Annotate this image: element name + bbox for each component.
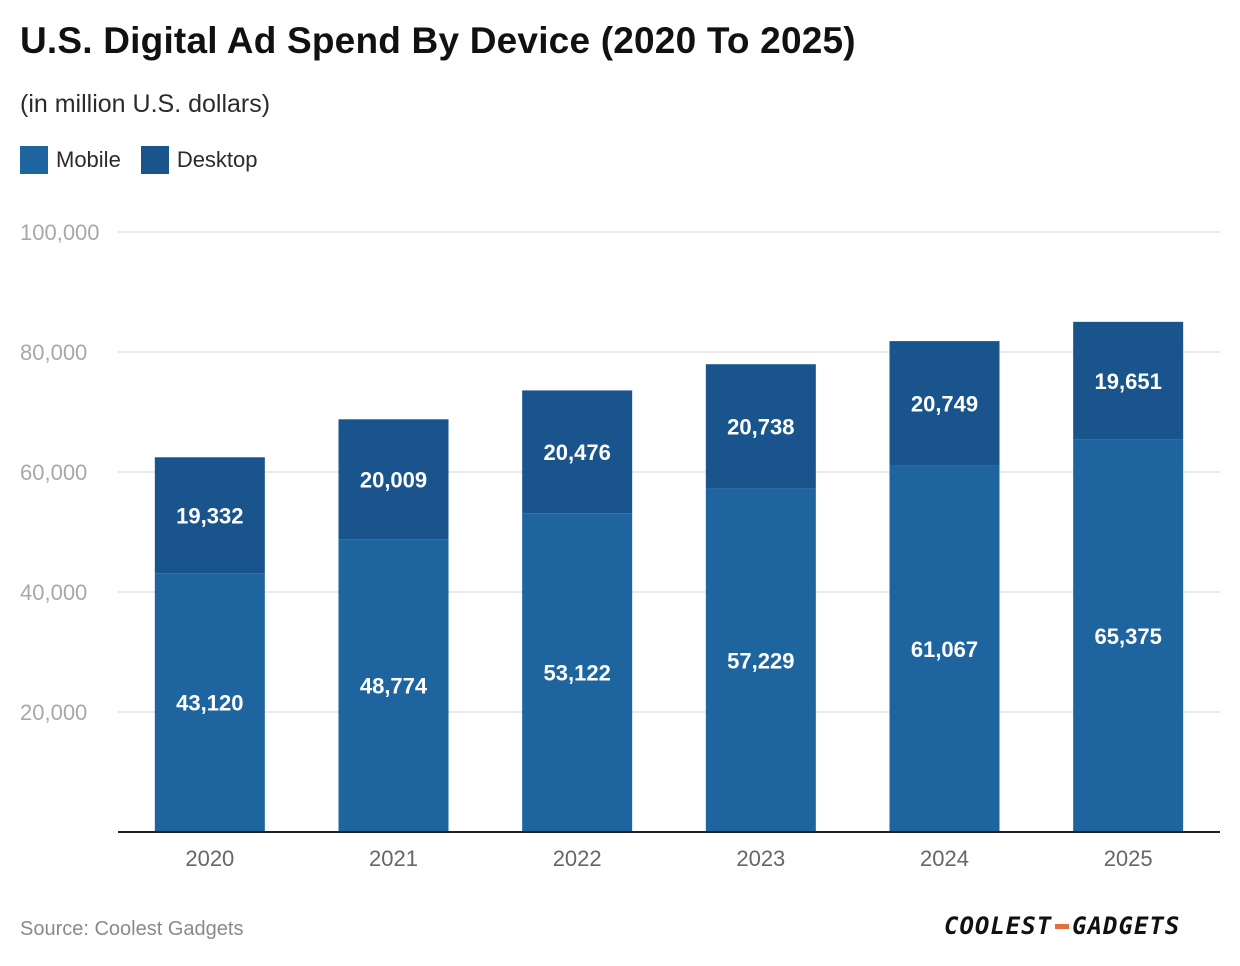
bar-mobile-2022: [522, 513, 633, 832]
data-label-desktop-2020: 19,332: [176, 503, 243, 528]
bar-desktop-2023: [705, 364, 816, 489]
legend-swatch-desktop: [140, 146, 169, 174]
legend-item-mobile: Mobile: [20, 146, 121, 174]
y-tick-label-40000: 40,000: [20, 580, 87, 605]
data-label-desktop-2021: 20,009: [360, 467, 427, 492]
bar-desktop-2025: [1073, 321, 1184, 440]
chart-legend: Mobile Desktop: [20, 146, 278, 174]
data-label-desktop-2025: 19,651: [1095, 369, 1162, 394]
data-label-mobile-2021: 48,774: [360, 674, 428, 699]
logo-text-right: GADGETS: [1072, 912, 1181, 940]
legend-label-desktop: Desktop: [176, 147, 258, 172]
y-tick-label-80000: 80,000: [20, 340, 87, 365]
data-label-mobile-2024: 61,067: [911, 637, 978, 662]
x-tick-label-2020: 2020: [185, 846, 234, 871]
bar-mobile-2023: [705, 488, 816, 832]
x-tick-label-2024: 2024: [920, 846, 969, 871]
legend-label-mobile: Mobile: [56, 147, 121, 172]
bar-mobile-2024: [889, 465, 1000, 832]
data-label-desktop-2024: 20,749: [911, 391, 978, 416]
chart-subtitle: (in million U.S. dollars): [20, 90, 271, 118]
bar-mobile-2020: [154, 573, 265, 832]
logo-text-left: COOLEST: [944, 912, 1053, 940]
x-tick-label-2025: 2025: [1104, 846, 1153, 871]
data-label-mobile-2022: 53,122: [544, 661, 611, 686]
legend-swatch-mobile: [20, 146, 48, 174]
bar-desktop-2024: [889, 341, 1000, 466]
data-label-desktop-2023: 20,738: [727, 414, 794, 439]
data-label-mobile-2023: 57,229: [727, 648, 794, 673]
bar-desktop-2021: [338, 419, 449, 540]
data-label-desktop-2022: 20,476: [544, 440, 611, 465]
data-label-mobile-2020: 43,120: [176, 691, 243, 716]
chart-title: U.S. Digital Ad Spend By Device (2020 To…: [20, 20, 856, 61]
data-label-mobile-2025: 65,375: [1095, 624, 1162, 649]
y-tick-label-60000: 60,000: [20, 460, 87, 485]
coolest-gadgets-logo: COOLEST GADGETS: [944, 912, 1180, 940]
source-note: Source: Coolest Gadgets: [20, 918, 244, 940]
x-tick-label-2022: 2022: [553, 846, 602, 871]
bar-mobile-2025: [1073, 439, 1184, 832]
bar-mobile-2021: [338, 539, 449, 832]
x-tick-label-2023: 2023: [736, 846, 785, 871]
x-tick-label-2021: 2021: [369, 846, 418, 871]
logo-dash: [1055, 923, 1070, 929]
bar-desktop-2020: [154, 457, 265, 574]
y-tick-label-20000: 20,000: [20, 700, 87, 725]
bar-desktop-2022: [522, 390, 633, 514]
legend-item-desktop: Desktop: [140, 146, 258, 174]
y-tick-label-100000: 100,000: [20, 220, 100, 245]
